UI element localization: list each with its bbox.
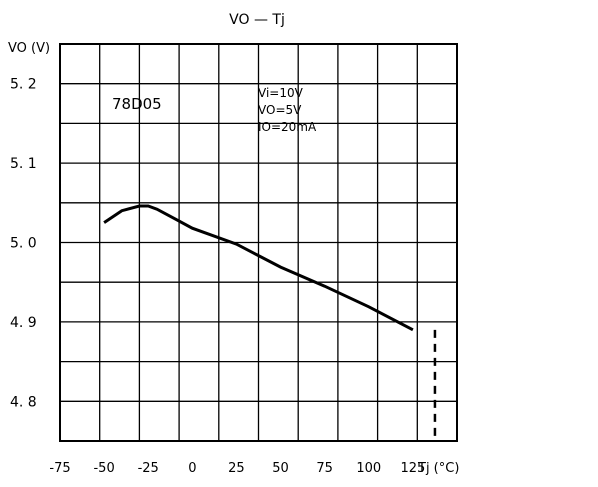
x-ticks: -75 -50 -25 0 25 50 75 100 125	[49, 461, 425, 476]
plot-frame	[59, 43, 458, 442]
condition-vi: Vi=10V	[258, 86, 304, 100]
y-tick-label: 5. 1	[10, 156, 37, 172]
series-line	[103, 204, 414, 332]
y-ticks: 5. 2 5. 1 5. 0 4. 9 4. 8	[10, 77, 37, 411]
y-tick-label: 4. 8	[10, 394, 37, 410]
x-tick-label: -50	[93, 461, 114, 476]
x-tick-label: -25	[138, 461, 159, 476]
x-tick-label: 25	[228, 461, 245, 476]
x-tick-label: -75	[49, 461, 70, 476]
condition-io: IO=20mA	[258, 120, 317, 134]
y-axis-label: VO (V)	[8, 41, 50, 56]
x-tick-label: 75	[316, 461, 333, 476]
x-tick-label: 100	[356, 461, 381, 476]
device-label: 78D05	[112, 95, 162, 113]
y-tick-label: 5. 0	[10, 236, 37, 252]
y-tick-label: 5. 2	[10, 77, 37, 93]
y-tick-label: 4. 9	[10, 315, 37, 331]
x-axis-label: Tj (°C)	[417, 461, 459, 476]
condition-vo: VO=5V	[258, 103, 302, 117]
x-tick-label: 0	[188, 461, 196, 476]
x-tick-label: 125	[400, 461, 425, 476]
chart-title: VO — Tj	[229, 12, 285, 28]
grid	[60, 44, 457, 441]
x-tick-label: 50	[272, 461, 289, 476]
